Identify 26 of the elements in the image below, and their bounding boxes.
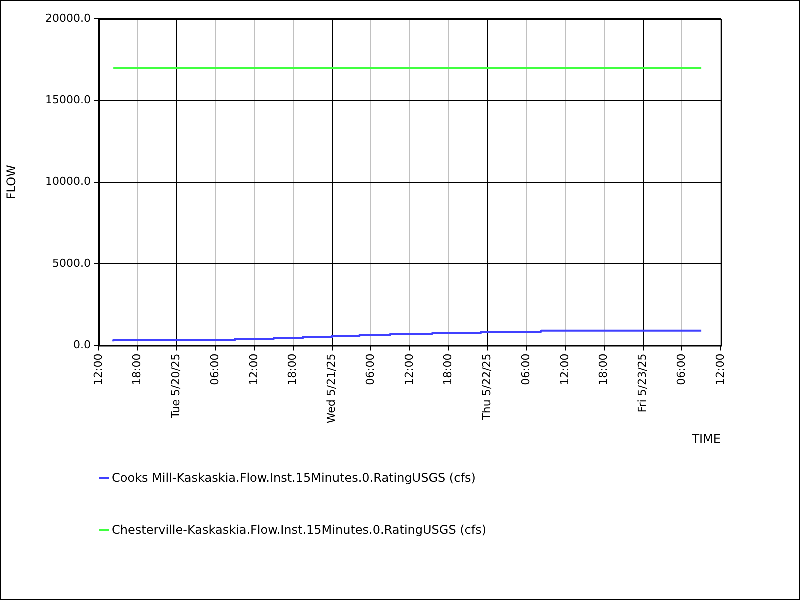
y-tick-label: 10000.0 [46,175,91,188]
x-tick-label: 12:00 [92,354,105,386]
x-tick-label: Fri 5/23/25 [636,354,650,413]
x-tick-label: 06:00 [364,354,377,386]
x-tick-label: Thu 5/22/25 [480,354,494,422]
x-tick-label: 12:00 [247,354,260,386]
x-tick-label: 18:00 [597,354,610,386]
x-tick-label: 12:00 [402,354,416,386]
x-tick-label: 06:00 [208,354,222,386]
x-tick-label: Tue 5/20/25 [170,354,183,420]
x-tick-label: 18:00 [442,354,455,386]
x-tick-label: 12:00 [714,354,727,386]
x-tick-label: 06:00 [674,354,688,386]
x-axis-title: TIME [691,432,721,446]
y-tick-label: 0.0 [74,338,91,352]
x-tick-label: Wed 5/21/25 [325,354,338,424]
x-tick-label: 06:00 [519,354,532,386]
x-tick-label: 12:00 [558,354,572,386]
legend-label: Chesterville-Kaskaskia.Flow.Inst.15Minutes.0.RatingUSGS (cfs) [112,523,487,537]
y-tick-label: 20000.0 [46,12,91,25]
y-tick-label: 15000.0 [46,94,91,107]
x-tick-label: 18:00 [286,354,300,386]
y-tick-label: 5000.0 [52,256,91,270]
x-tick-label: 18:00 [130,354,144,386]
legend-label: Cooks Mill-Kaskaskia.Flow.Inst.15Minutes.0.RatingUSGS (cfs) [112,471,476,485]
y-axis-title: FLOW [4,164,18,200]
